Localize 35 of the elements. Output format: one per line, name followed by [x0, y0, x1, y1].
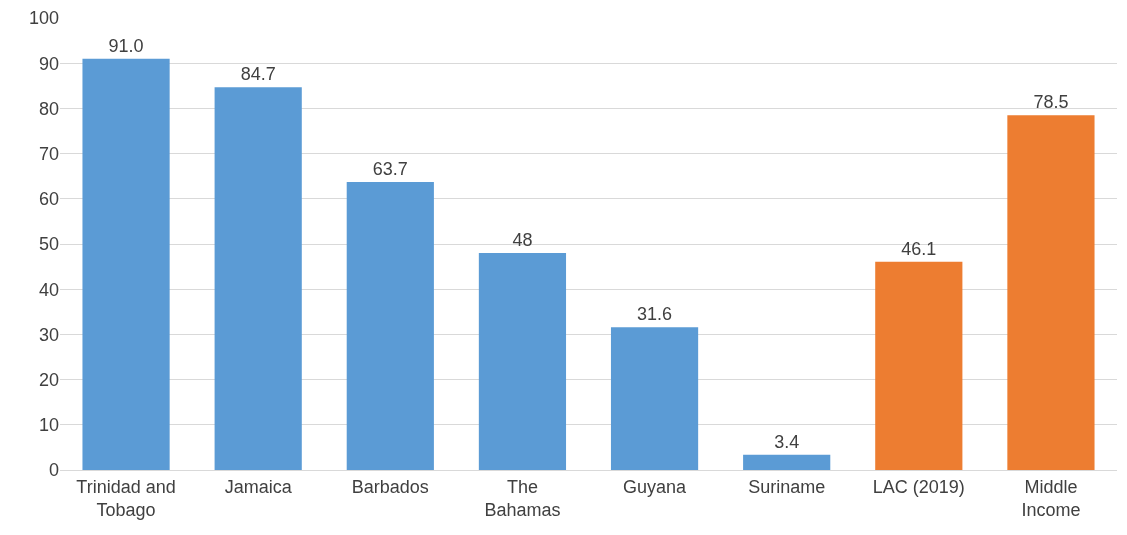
- y-tick-label: 70: [38, 143, 59, 164]
- data-label: 84.7: [240, 64, 276, 85]
- y-tick-label: 10: [38, 415, 59, 436]
- data-label: 48: [512, 230, 533, 251]
- x-tick-label: Trinidad and Tobago: [76, 476, 176, 520]
- data-label: 91.0: [108, 35, 144, 56]
- bar: [610, 327, 699, 470]
- y-tick-label: 50: [38, 234, 59, 255]
- data-label: 78.5: [1033, 92, 1069, 113]
- x-tick-label: Jamaica: [224, 476, 293, 497]
- data-label: 3.4: [774, 431, 800, 452]
- bar: [743, 454, 831, 470]
- bar: [1007, 115, 1095, 470]
- bar: [478, 253, 567, 470]
- y-tick-label: 100: [28, 8, 59, 29]
- y-tick-label: 30: [38, 324, 59, 345]
- data-label: 31.6: [637, 304, 673, 325]
- bar: [875, 261, 963, 470]
- y-tick-label: 90: [38, 53, 59, 74]
- bar: [346, 182, 434, 470]
- y-tick-label: 20: [38, 369, 59, 390]
- x-tick-label: Guyana: [623, 476, 688, 497]
- y-tick-label: 80: [38, 98, 59, 119]
- y-tick-label: 60: [38, 189, 59, 210]
- x-tick-label: The Bahamas: [484, 476, 561, 520]
- x-tick-label: Middle Income: [1021, 476, 1081, 520]
- x-tick-label: Barbados: [351, 476, 429, 497]
- bar: [82, 58, 170, 470]
- bar: [214, 87, 302, 470]
- y-tick-label: 40: [38, 279, 59, 300]
- data-label: 63.7: [372, 159, 408, 180]
- y-tick-label: 0: [48, 460, 59, 481]
- x-tick-label: LAC (2019): [872, 476, 965, 497]
- x-tick-label: Suriname: [748, 476, 826, 497]
- data-label: 46.1: [901, 238, 937, 259]
